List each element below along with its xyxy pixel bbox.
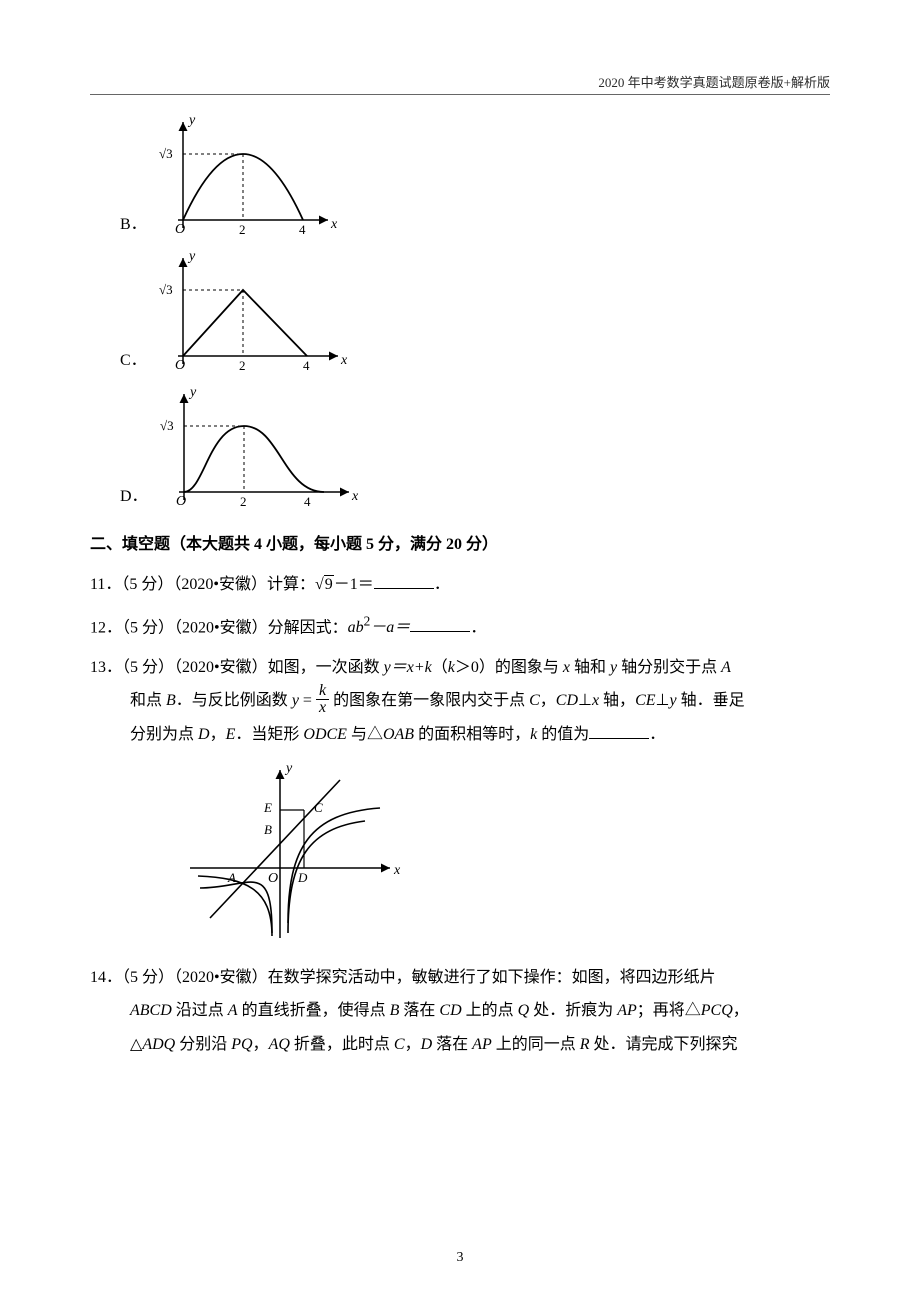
header-source: 2020 年中考数学真题试题原卷版+解析版 bbox=[598, 72, 830, 91]
svg-text:2: 2 bbox=[239, 222, 246, 237]
q13-figure-wrap: O x y A B C bbox=[180, 758, 830, 953]
q11-tail: －1＝ bbox=[334, 576, 374, 593]
svg-text:x: x bbox=[340, 353, 348, 368]
svg-text:√3: √3 bbox=[159, 282, 173, 297]
option-b-label: B． bbox=[120, 210, 147, 240]
q13-line2: 和点 B．与反比例函数 y = kx 的图象在第一象限内交于点 C，CD⊥x 轴… bbox=[90, 684, 830, 718]
header-rule bbox=[90, 94, 830, 95]
question-13: 13．（5 分）（2020•安徽）如图，一次函数 y＝x+k（k＞0）的图象与 … bbox=[90, 651, 830, 752]
svg-text:y: y bbox=[188, 385, 197, 400]
q13-l3a: 分别为点 D，E．当矩形 ODCE 与△OAB 的面积相等时，k 的值为 bbox=[130, 726, 589, 743]
q14-l1: 14．（5 分）（2020•安徽）在数学探究活动中，敏敏进行了如下操作：如图，将… bbox=[90, 969, 716, 986]
svg-text:y: y bbox=[187, 249, 196, 264]
option-d: D． O x y 2 4 √3 bbox=[120, 382, 830, 512]
svg-text:4: 4 bbox=[304, 494, 311, 509]
q13-l1c: （k＞0）的图象与 x 轴和 y 轴分别交于点 A bbox=[432, 659, 731, 676]
q12-blank bbox=[410, 615, 470, 632]
question-14: 14．（5 分）（2020•安徽）在数学探究活动中，敏敏进行了如下操作：如图，将… bbox=[90, 961, 830, 1062]
q14-l2-wrap: ABCD 沿过点 A 的直线折叠，使得点 B 落在 CD 上的点 Q 处．折痕为… bbox=[90, 994, 830, 1028]
q12-suffix: ． bbox=[470, 619, 486, 636]
svg-text:2: 2 bbox=[240, 494, 247, 509]
svg-text:B: B bbox=[264, 822, 272, 837]
option-c-label: C． bbox=[120, 346, 147, 376]
page-number: 3 bbox=[0, 1250, 920, 1266]
q14-l3-wrap: △ADQ 分别沿 PQ，AQ 折叠，此时点 C，D 落在 AP 上的同一点 R … bbox=[90, 1028, 830, 1062]
svg-text:O: O bbox=[175, 358, 185, 373]
content: B． O x y 2 4 √3 bbox=[90, 110, 830, 1067]
question-12: 12．（5 分）（2020•安徽）分解因式：ab2－a＝ ． bbox=[90, 608, 830, 645]
question-11: 11．（5 分）（2020•安徽）计算：√9－1＝ ． bbox=[90, 568, 830, 602]
option-c-graph: O x y 2 4 √3 bbox=[153, 246, 353, 376]
svg-text:4: 4 bbox=[303, 358, 310, 373]
svg-text:E: E bbox=[263, 800, 272, 815]
option-d-graph: O x y 2 4 √3 bbox=[154, 382, 364, 512]
svg-text:x: x bbox=[351, 489, 359, 504]
svg-text:O: O bbox=[268, 871, 278, 886]
q14-l3: △ADQ 分别沿 PQ，AQ 折叠，此时点 C，D 落在 AP 上的同一点 R … bbox=[130, 1036, 738, 1053]
q12-expr: ab2－a＝ bbox=[348, 619, 411, 636]
q11-prefix: 11．（5 分）（2020•安徽）计算： bbox=[90, 576, 315, 593]
q11-blank bbox=[374, 572, 434, 589]
q13-frac: kx bbox=[316, 683, 329, 716]
svg-text:x: x bbox=[330, 217, 338, 232]
svg-text:x: x bbox=[393, 863, 401, 878]
page: 2020 年中考数学真题试题原卷版+解析版 B． O x y 2 4 bbox=[0, 0, 920, 1302]
q11-suffix: ． bbox=[434, 576, 450, 593]
option-b-graph: O x y 2 4 √3 bbox=[153, 110, 343, 240]
svg-text:D: D bbox=[297, 870, 308, 885]
q13-suffix: ． bbox=[649, 726, 665, 743]
svg-text:√3: √3 bbox=[160, 418, 174, 433]
q13-l1a: 13．（5 分）（2020•安徽）如图，一次函数 bbox=[90, 659, 384, 676]
option-d-label: D． bbox=[120, 482, 148, 512]
q13-l2a: 和点 B．与反比例函数 y = bbox=[130, 692, 316, 709]
q13-graph: O x y A B C bbox=[180, 758, 410, 948]
option-c: C． O x y 2 4 √3 bbox=[120, 246, 830, 376]
svg-text:C: C bbox=[314, 800, 323, 815]
option-b: B． O x y 2 4 √3 bbox=[120, 110, 830, 240]
q12-prefix: 12．（5 分）（2020•安徽）分解因式： bbox=[90, 619, 348, 636]
q11-expr: √9 bbox=[315, 575, 334, 593]
svg-text:O: O bbox=[176, 494, 186, 509]
q13-blank bbox=[589, 722, 649, 739]
svg-text:y: y bbox=[187, 113, 196, 128]
svg-text:2: 2 bbox=[239, 358, 246, 373]
q13-line3: 分别为点 D，E．当矩形 ODCE 与△OAB 的面积相等时，k 的值为 ． bbox=[90, 718, 830, 752]
svg-text:O: O bbox=[175, 222, 185, 237]
svg-text:4: 4 bbox=[299, 222, 306, 237]
q13-l2b: 的图象在第一象限内交于点 C，CD⊥x 轴，CE⊥y 轴．垂足 bbox=[329, 692, 745, 709]
q14-l2: ABCD 沿过点 A 的直线折叠，使得点 B 落在 CD 上的点 Q 处．折痕为… bbox=[130, 1002, 749, 1019]
q13-l1b: y＝x+k bbox=[384, 659, 432, 676]
section-2-title: 二、填空题（本大题共 4 小题，每小题 5 分，满分 20 分） bbox=[90, 530, 830, 554]
svg-text:y: y bbox=[284, 761, 293, 776]
svg-text:√3: √3 bbox=[159, 146, 173, 161]
svg-text:A: A bbox=[227, 870, 236, 885]
